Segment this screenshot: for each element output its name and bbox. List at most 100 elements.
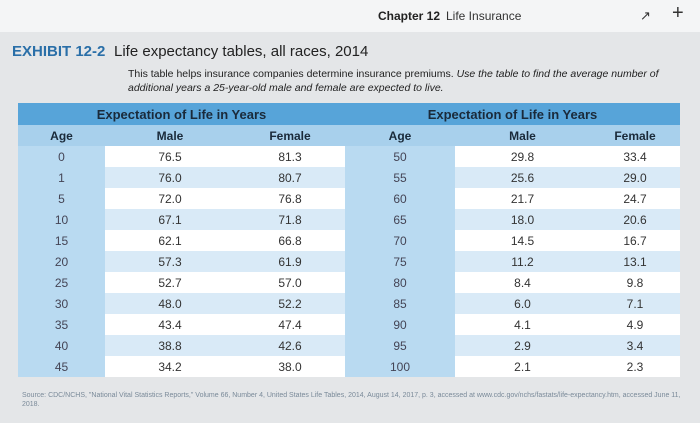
value-cell: 52.7 — [105, 272, 235, 293]
table-row: 55 25.6 29.0 — [345, 167, 680, 188]
age-cell: 65 — [345, 209, 455, 230]
value-cell: 4.9 — [590, 314, 680, 335]
value-cell: 71.8 — [235, 209, 345, 230]
description-text: This table helps insurance companies det… — [128, 68, 454, 80]
age-cell: 80 — [345, 272, 455, 293]
age-cell: 90 — [345, 314, 455, 335]
exhibit-label: EXHIBIT 12-2 — [12, 43, 106, 60]
value-cell: 6.0 — [455, 293, 590, 314]
age-cell: 0 — [18, 146, 105, 167]
value-cell: 76.0 — [105, 167, 235, 188]
value-cell: 66.8 — [235, 230, 345, 251]
column-header: Age — [345, 125, 455, 146]
value-cell: 25.6 — [455, 167, 590, 188]
value-cell: 76.5 — [105, 146, 235, 167]
exhibit-title: Life expectancy tables, all races, 2014 — [114, 43, 369, 60]
value-cell: 57.3 — [105, 251, 235, 272]
age-cell: 45 — [18, 356, 105, 377]
value-cell: 21.7 — [455, 188, 590, 209]
value-cell: 76.8 — [235, 188, 345, 209]
value-cell: 14.5 — [455, 230, 590, 251]
table-row: 1 76.0 80.7 — [18, 167, 345, 188]
table-row: 25 52.7 57.0 — [18, 272, 345, 293]
value-cell: 42.6 — [235, 335, 345, 356]
age-cell: 5 — [18, 188, 105, 209]
section: Life Insurance — [446, 9, 522, 23]
value-cell: 43.4 — [105, 314, 235, 335]
table-row: 40 38.8 42.6 — [18, 335, 345, 356]
table-row: 35 43.4 47.4 — [18, 314, 345, 335]
age-cell: 60 — [345, 188, 455, 209]
table-row: 45 34.2 38.0 — [18, 356, 345, 377]
plus-icon[interactable]: + — [672, 2, 684, 24]
top-bar: Chapter 12 Life Insurance + ↗ — [0, 0, 700, 32]
age-cell: 25 — [18, 272, 105, 293]
table-row: 70 14.5 16.7 — [345, 230, 680, 251]
value-cell: 62.1 — [105, 230, 235, 251]
table-row: 10 67.1 71.8 — [18, 209, 345, 230]
value-cell: 48.0 — [105, 293, 235, 314]
value-cell: 29.8 — [455, 146, 590, 167]
age-cell: 85 — [345, 293, 455, 314]
table-row: 65 18.0 20.6 — [345, 209, 680, 230]
column-row: Age Male Female — [345, 125, 680, 146]
life-table: Expectation of Life in Years Age Male Femal… — [345, 103, 680, 377]
age-cell: 75 — [345, 251, 455, 272]
value-cell: 11.2 — [455, 251, 590, 272]
age-cell: 40 — [18, 335, 105, 356]
table-row: 20 57.3 61.9 — [18, 251, 345, 272]
value-cell: 57.0 — [235, 272, 345, 293]
age-cell: 95 — [345, 335, 455, 356]
value-cell: 52.2 — [235, 293, 345, 314]
column-header: Male — [105, 125, 235, 146]
table-row: 0 76.5 81.3 — [18, 146, 345, 167]
table-row: 75 11.2 13.1 — [345, 251, 680, 272]
value-cell: 33.4 — [590, 146, 680, 167]
value-cell: 38.8 — [105, 335, 235, 356]
instruction-text: Use the table to find the average number… — [128, 68, 659, 94]
age-cell: 70 — [345, 230, 455, 251]
age-cell: 30 — [18, 293, 105, 314]
group-row: Expectation of Life in Years — [345, 103, 680, 125]
value-cell: 29.0 — [590, 167, 680, 188]
column-header: Male — [455, 125, 590, 146]
value-cell: 8.4 — [455, 272, 590, 293]
source: Source: CDC/NCHS, "National Vital Statis… — [22, 392, 681, 408]
value-cell: 80.7 — [235, 167, 345, 188]
value-cell: 81.3 — [235, 146, 345, 167]
table-row: 90 4.1 4.9 — [345, 314, 680, 335]
value-cell: 67.1 — [105, 209, 235, 230]
table-row: 100 2.1 2.3 — [345, 356, 680, 377]
table-row: 15 62.1 66.8 — [18, 230, 345, 251]
group-header: Expectation of Life in Years — [345, 103, 680, 125]
age-cell: 20 — [18, 251, 105, 272]
table-row: 5 72.0 76.8 — [18, 188, 345, 209]
value-cell: 2.3 — [590, 356, 680, 377]
value-cell: 2.1 — [455, 356, 590, 377]
table-row: 50 29.8 33.4 — [345, 146, 680, 167]
age-cell: 10 — [18, 209, 105, 230]
age-cell: 100 — [345, 356, 455, 377]
table-row: 85 6.0 7.1 — [345, 293, 680, 314]
expand-icon[interactable]: ↗ — [640, 8, 651, 23]
value-cell: 18.0 — [455, 209, 590, 230]
description: This table helps insurance companies det… — [128, 67, 668, 95]
column-header: Age — [18, 125, 105, 146]
value-cell: 47.4 — [235, 314, 345, 335]
value-cell: 61.9 — [235, 251, 345, 272]
group-header: Expectation of Life in Years — [18, 103, 345, 125]
value-cell: 16.7 — [590, 230, 680, 251]
chapter: Chapter 12 — [378, 9, 441, 23]
value-cell: 2.9 — [455, 335, 590, 356]
value-cell: 13.1 — [590, 251, 680, 272]
table-row: 80 8.4 9.8 — [345, 272, 680, 293]
group-row: Expectation of Life in Years — [18, 103, 345, 125]
age-cell: 1 — [18, 167, 105, 188]
column-row: Age Male Female — [18, 125, 345, 146]
column-header: Female — [590, 125, 680, 146]
table-row: 30 48.0 52.2 — [18, 293, 345, 314]
value-cell: 9.8 — [590, 272, 680, 293]
value-cell: 7.1 — [590, 293, 680, 314]
value-cell: 34.2 — [105, 356, 235, 377]
